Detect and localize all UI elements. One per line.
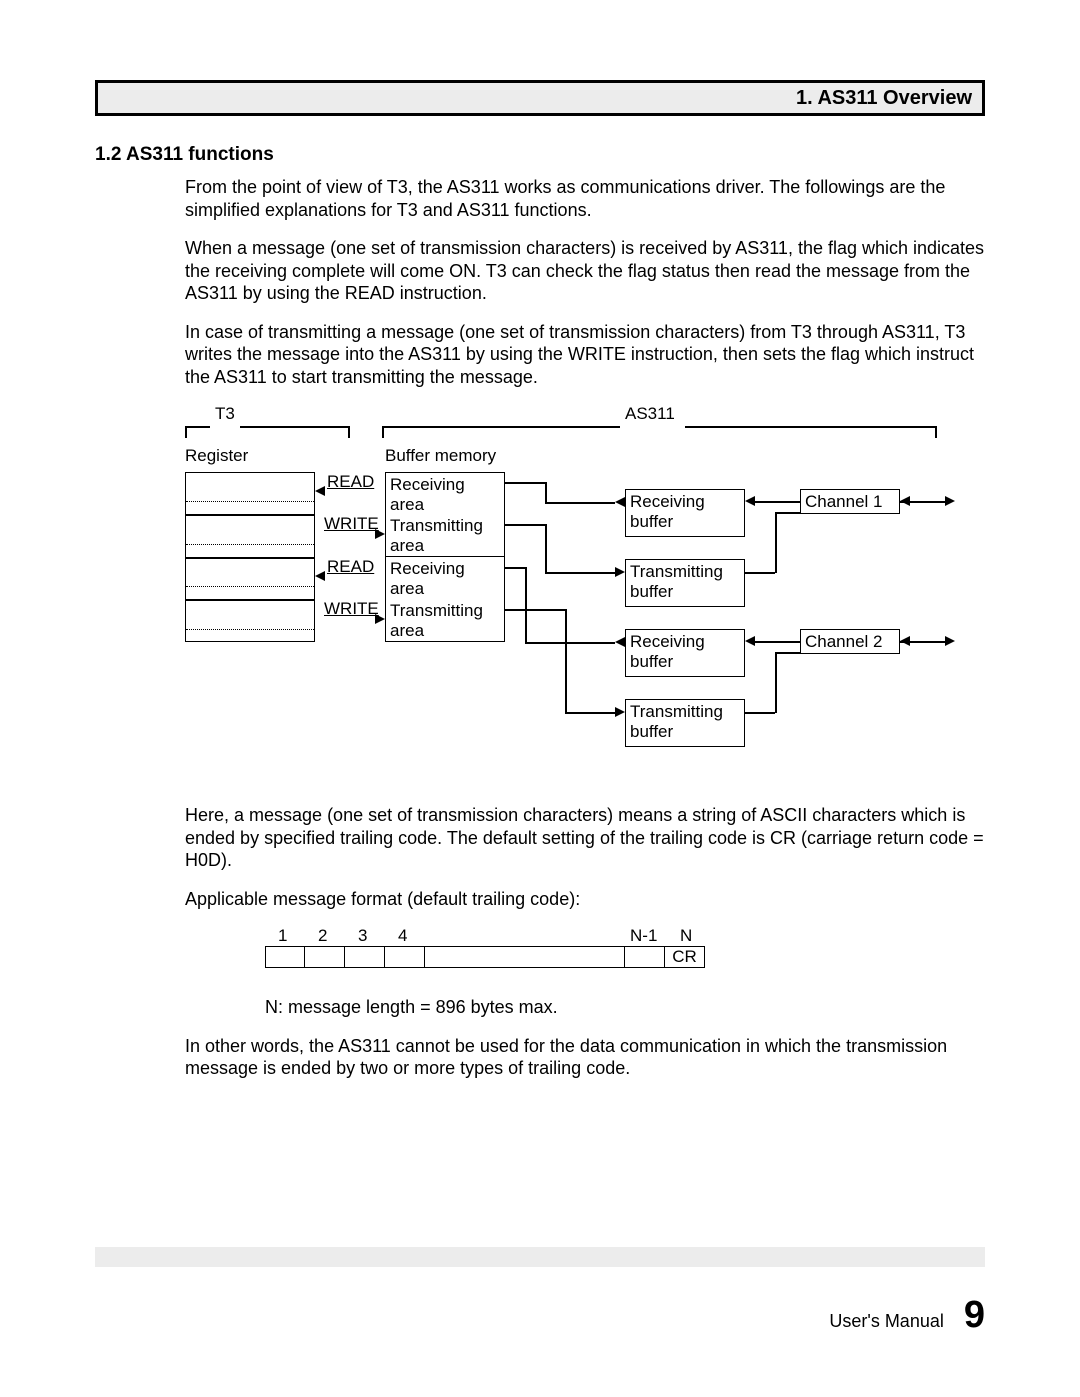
recv-area-2: Receiving area	[385, 557, 505, 600]
arrow-left-icon	[900, 636, 910, 646]
arrow-left-icon	[745, 636, 755, 646]
arrow-right-icon	[945, 496, 955, 506]
connector	[545, 502, 615, 504]
arrow-right-icon	[945, 636, 955, 646]
connector	[545, 482, 547, 502]
paragraph-3: In case of transmitting a message (one s…	[185, 321, 985, 389]
block-diagram: T3 AS311 Register Buffer memory Receivin…	[185, 404, 985, 774]
bracket-line	[382, 426, 620, 428]
bracket-line	[185, 426, 210, 428]
msg-col-num: 4	[398, 926, 407, 946]
t3-label: T3	[215, 404, 235, 424]
paragraph-4: Here, a message (one set of transmission…	[185, 804, 985, 872]
arrow-left-icon	[745, 496, 755, 506]
connector	[755, 641, 800, 643]
chapter-title: 1. AS311 Overview	[796, 87, 972, 110]
connector	[505, 482, 545, 484]
section-heading: 1.2 AS311 functions	[95, 144, 985, 166]
connector	[505, 567, 525, 569]
page-number: 9	[964, 1294, 985, 1337]
arrow-right-icon	[375, 614, 385, 624]
bracket-line	[240, 426, 350, 428]
paragraph-7: In other words, the AS311 cannot be used…	[185, 1035, 985, 1080]
connector	[775, 512, 777, 573]
msg-cell	[305, 946, 345, 968]
msg-col-num: N	[680, 926, 692, 946]
row-line	[186, 514, 314, 516]
msg-cell-cr: CR	[665, 946, 705, 968]
arrow-right-icon	[375, 529, 385, 539]
connector	[565, 712, 615, 714]
connector	[525, 642, 615, 644]
connector	[745, 572, 775, 574]
msg-cell	[345, 946, 385, 968]
arrow-left-icon	[315, 486, 325, 496]
bracket-line	[382, 426, 384, 438]
paragraph-6: N: message length = 896 bytes max.	[265, 996, 985, 1019]
connector	[775, 652, 800, 654]
row-line	[186, 557, 314, 559]
arrow-left-icon	[615, 497, 625, 507]
register-label: Register	[185, 446, 248, 466]
connector	[755, 501, 800, 503]
write-label-1: WRITE	[324, 514, 379, 534]
arrow-right-icon	[615, 707, 625, 717]
arrow-left-icon	[615, 637, 625, 647]
as311-label: AS311	[625, 404, 675, 424]
bracket-line	[185, 426, 187, 438]
trans-area-2: Transmitting area	[385, 599, 505, 642]
arrow-right-icon	[615, 567, 625, 577]
connector	[505, 524, 545, 526]
bracket-line	[685, 426, 937, 428]
paragraph-5: Applicable message format (default trail…	[185, 888, 985, 911]
paragraph-2: When a message (one set of transmission …	[185, 237, 985, 305]
connector	[505, 609, 565, 611]
channel-2: Channel 2	[800, 629, 900, 654]
recv-buf-2: Receiving buffer	[625, 629, 745, 677]
footer-bar	[95, 1247, 985, 1267]
bracket-line	[935, 426, 937, 438]
trans-area-1: Transmitting area	[385, 514, 505, 557]
trans-buf-1: Transmitting buffer	[625, 559, 745, 607]
connector	[545, 524, 547, 572]
row-line	[186, 599, 314, 601]
buffer-memory-label: Buffer memory	[385, 446, 496, 466]
connector	[525, 567, 527, 642]
msg-cell	[265, 946, 305, 968]
connector	[745, 712, 775, 714]
msg-cell	[625, 946, 665, 968]
msg-col-num: 1	[278, 926, 287, 946]
recv-area-1: Receiving area	[385, 472, 505, 515]
chapter-header: 1. AS311 Overview	[95, 80, 985, 116]
msg-col-num: N-1	[630, 926, 657, 946]
msg-col-num: 3	[358, 926, 367, 946]
message-format-diagram: 1 2 3 4 N-1 N CR	[265, 926, 785, 976]
connector	[565, 609, 567, 712]
read-label-1: READ	[327, 472, 374, 492]
page-footer: User's Manual 9	[829, 1294, 985, 1337]
dotted-row	[186, 629, 314, 630]
footer-label: User's Manual	[829, 1311, 943, 1332]
dotted-row	[186, 501, 314, 502]
msg-cell-gap	[425, 946, 625, 968]
recv-buf-1: Receiving buffer	[625, 489, 745, 537]
paragraph-1: From the point of view of T3, the AS311 …	[185, 176, 985, 221]
write-label-2: WRITE	[324, 599, 379, 619]
msg-col-num: 2	[318, 926, 327, 946]
channel-1: Channel 1	[800, 489, 900, 514]
arrow-left-icon	[900, 496, 910, 506]
read-label-2: READ	[327, 557, 374, 577]
connector	[545, 572, 615, 574]
arrow-left-icon	[315, 571, 325, 581]
msg-cell	[385, 946, 425, 968]
trans-buf-2: Transmitting buffer	[625, 699, 745, 747]
connector	[775, 652, 777, 713]
dotted-row	[186, 586, 314, 587]
bracket-line	[348, 426, 350, 438]
connector	[775, 512, 800, 514]
dotted-row	[186, 544, 314, 545]
